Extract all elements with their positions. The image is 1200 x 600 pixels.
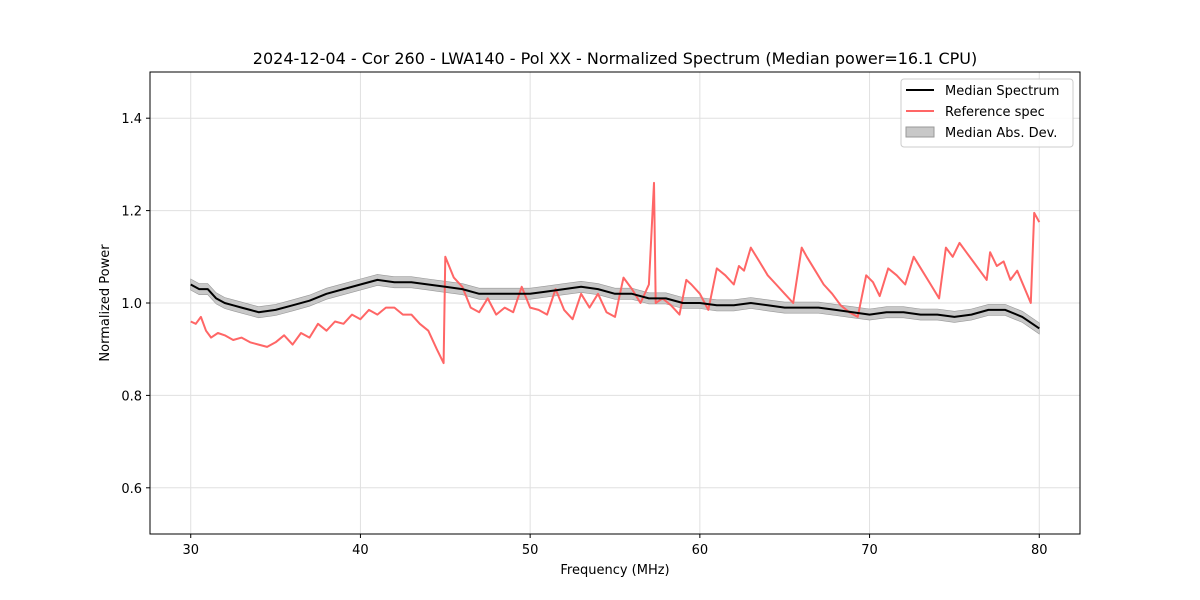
- legend-box: [900, 78, 1074, 148]
- x-axis-label: Frequency (MHz): [560, 563, 669, 578]
- y-axis-label: Normalized Power: [98, 244, 113, 362]
- legend-label-reference: Reference spec: [945, 105, 1045, 120]
- x-tick-label: 40: [352, 543, 369, 558]
- y-tick-label: 1.2: [121, 205, 142, 220]
- chart-title: 2024-12-04 - Cor 260 - LWA140 - Pol XX -…: [253, 49, 977, 68]
- mad-band: [190, 274, 1040, 335]
- legend: Median Spectrum Reference spec Median Ab…: [900, 78, 1074, 148]
- axis-ticks: 30 40 50 60 70 80 0.6 0.8 1.0 1.2 1.4: [121, 112, 1047, 558]
- legend-label-mad: Median Abs. Dev.: [945, 126, 1057, 141]
- y-tick-label: 0.8: [121, 389, 142, 404]
- reference-spec-line: [190, 181, 1041, 365]
- y-tick-label: 0.6: [121, 482, 142, 497]
- grid-lines: [150, 72, 1080, 534]
- x-tick-label: 30: [182, 543, 199, 558]
- median-spectrum-line: [190, 278, 1040, 330]
- legend-label-median: Median Spectrum: [945, 84, 1059, 99]
- y-tick-label: 1.0: [121, 297, 142, 312]
- y-tick-label: 1.4: [121, 112, 142, 127]
- x-tick-label: 60: [692, 543, 709, 558]
- legend-swatch-mad: [905, 126, 935, 138]
- series-lines: [190, 181, 1041, 365]
- x-tick-label: 50: [522, 543, 539, 558]
- mad-band-layer: [190, 274, 1040, 335]
- x-tick-label: 80: [1031, 543, 1048, 558]
- x-tick-label: 70: [861, 543, 878, 558]
